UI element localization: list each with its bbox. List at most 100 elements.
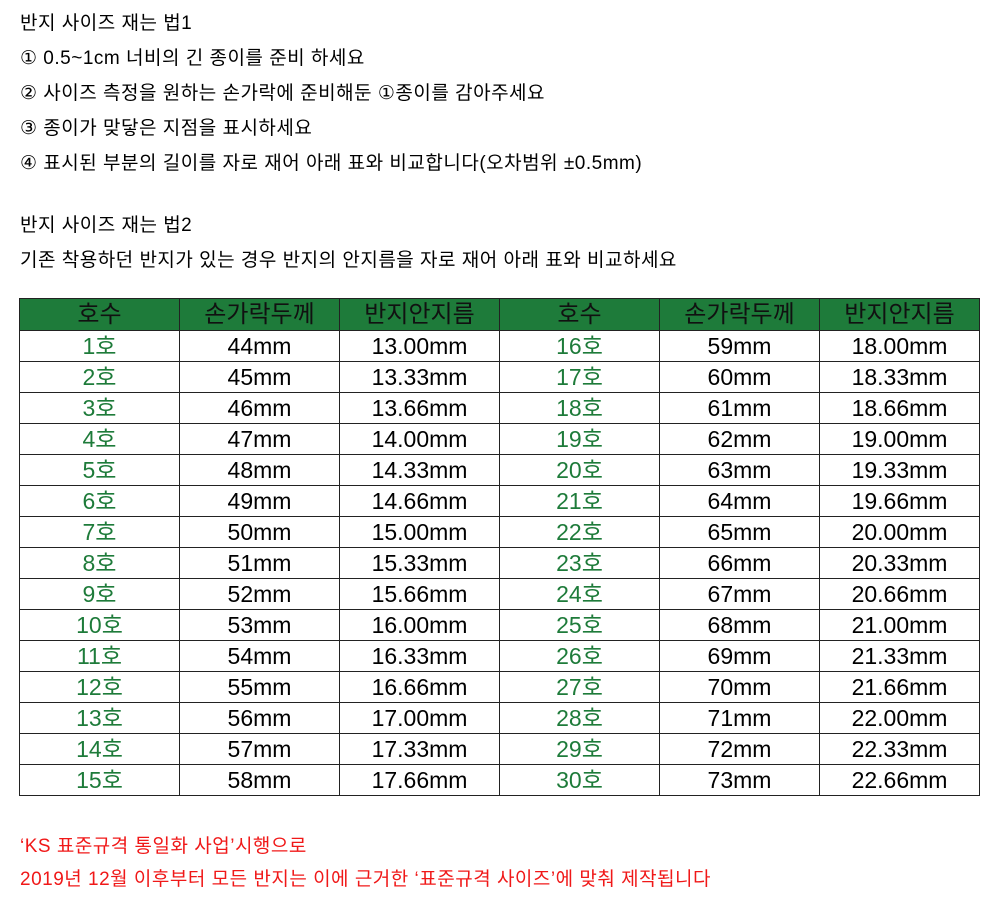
table-row: 4호 47mm 14.00mm 19호 62mm 19.00mm xyxy=(19,423,980,455)
method2-text: 기존 착용하던 반지가 있는 경우 반지의 안지름을 자로 재어 아래 표와 비… xyxy=(20,250,677,271)
ring-size-cell: 6호 xyxy=(19,485,180,517)
ring-size-cell: 23호 xyxy=(499,547,660,579)
inner-diameter-cell: 15.00mm xyxy=(339,516,500,548)
inner-diameter-cell: 18.00mm xyxy=(819,330,980,362)
inner-diameter-cell: 19.00mm xyxy=(819,423,980,455)
ring-size-cell: 21호 xyxy=(499,485,660,517)
ring-size-cell: 16호 xyxy=(499,330,660,362)
ring-size-cell: 4호 xyxy=(19,423,180,455)
ring-size-cell: 19호 xyxy=(499,423,660,455)
inner-diameter-cell: 17.33mm xyxy=(339,733,500,765)
notice-line-1: ‘KS 표준규격 통일화 사업’시행으로 xyxy=(20,836,307,857)
inner-diameter-cell: 14.66mm xyxy=(339,485,500,517)
inner-diameter-cell: 14.33mm xyxy=(339,454,500,486)
finger-thickness-cell: 45mm xyxy=(179,361,340,393)
table-row: 8호 51mm 15.33mm 23호 66mm 20.33mm xyxy=(19,547,980,579)
inner-diameter-cell: 15.66mm xyxy=(339,578,500,610)
table-row: 1호 44mm 13.00mm 16호 59mm 18.00mm xyxy=(19,330,980,362)
spacer xyxy=(20,181,1000,208)
table-row: 7호 50mm 15.00mm 22호 65mm 20.00mm xyxy=(19,516,980,548)
column-header: 손가락두께 xyxy=(179,298,340,331)
table-row: 12호 55mm 16.66mm 27호 70mm 21.66mm xyxy=(19,671,980,703)
table-row: 10호 53mm 16.00mm 25호 68mm 21.00mm xyxy=(19,609,980,641)
inner-diameter-cell: 20.33mm xyxy=(819,547,980,579)
inner-diameter-cell: 22.33mm xyxy=(819,733,980,765)
ring-size-cell: 11호 xyxy=(19,640,180,672)
column-header: 반지안지름 xyxy=(819,298,980,331)
column-header: 호수 xyxy=(499,298,660,331)
ring-size-cell: 9호 xyxy=(19,578,180,610)
finger-thickness-cell: 52mm xyxy=(179,578,340,610)
finger-thickness-cell: 64mm xyxy=(659,485,820,517)
inner-diameter-cell: 16.00mm xyxy=(339,609,500,641)
finger-thickness-cell: 63mm xyxy=(659,454,820,486)
ring-size-cell: 13호 xyxy=(19,702,180,734)
finger-thickness-cell: 61mm xyxy=(659,392,820,424)
ring-size-cell: 27호 xyxy=(499,671,660,703)
inner-diameter-cell: 18.33mm xyxy=(819,361,980,393)
ring-size-cell: 10호 xyxy=(19,609,180,641)
column-header: 호수 xyxy=(19,298,180,331)
ring-size-cell: 17호 xyxy=(499,361,660,393)
inner-diameter-cell: 16.66mm xyxy=(339,671,500,703)
inner-diameter-cell: 18.66mm xyxy=(819,392,980,424)
inner-diameter-cell: 14.00mm xyxy=(339,423,500,455)
inner-diameter-cell: 21.33mm xyxy=(819,640,980,672)
ring-size-cell: 18호 xyxy=(499,392,660,424)
inner-diameter-cell: 22.00mm xyxy=(819,702,980,734)
ring-size-table: 호수 손가락두께 반지안지름 호수 손가락두께 반지안지름 1호 44mm 13.00mm 16… xyxy=(19,298,980,796)
ring-size-cell: 29호 xyxy=(499,733,660,765)
finger-thickness-cell: 66mm xyxy=(659,547,820,579)
finger-thickness-cell: 73mm xyxy=(659,764,820,796)
inner-diameter-cell: 19.66mm xyxy=(819,485,980,517)
ring-size-cell: 30호 xyxy=(499,764,660,796)
ring-size-cell: 12호 xyxy=(19,671,180,703)
inner-diameter-cell: 19.33mm xyxy=(819,454,980,486)
column-header: 반지안지름 xyxy=(339,298,500,331)
inner-diameter-cell: 15.33mm xyxy=(339,547,500,579)
inner-diameter-cell: 17.00mm xyxy=(339,702,500,734)
inner-diameter-cell: 20.66mm xyxy=(819,578,980,610)
method1-step-2: ② 사이즈 측정을 원하는 손가락에 준비해둔 ①종이를 감아주세요 xyxy=(20,83,546,104)
ring-size-cell: 26호 xyxy=(499,640,660,672)
method1-title: 반지 사이즈 재는 법1 xyxy=(20,13,193,34)
table-row: 5호 48mm 14.33mm 20호 63mm 19.33mm xyxy=(19,454,980,486)
table-row: 11호 54mm 16.33mm 26호 69mm 21.33mm xyxy=(19,640,980,672)
method1-step-4: ④ 표시된 부분의 길이를 자로 재어 아래 표와 비교합니다(오차범위 ±0.… xyxy=(20,153,643,174)
finger-thickness-cell: 60mm xyxy=(659,361,820,393)
ring-size-cell: 2호 xyxy=(19,361,180,393)
finger-thickness-cell: 58mm xyxy=(179,764,340,796)
ring-size-cell: 8호 xyxy=(19,547,180,579)
finger-thickness-cell: 69mm xyxy=(659,640,820,672)
ring-size-cell: 1호 xyxy=(19,330,180,362)
method1-step-1: ① 0.5~1cm 너비의 긴 종이를 준비 하세요 xyxy=(20,48,365,69)
inner-diameter-cell: 20.00mm xyxy=(819,516,980,548)
table-row: 14호 57mm 17.33mm 29호 72mm 22.33mm xyxy=(19,733,980,765)
ring-size-cell: 7호 xyxy=(19,516,180,548)
inner-diameter-cell: 13.00mm xyxy=(339,330,500,362)
ring-size-cell: 3호 xyxy=(19,392,180,424)
finger-thickness-cell: 68mm xyxy=(659,609,820,641)
ring-size-cell: 28호 xyxy=(499,702,660,734)
header-row: 호수 손가락두께 반지안지름 호수 손가락두께 반지안지름 xyxy=(19,298,980,331)
column-header: 손가락두께 xyxy=(659,298,820,331)
inner-diameter-cell: 21.00mm xyxy=(819,609,980,641)
ring-size-cell: 24호 xyxy=(499,578,660,610)
table-row: 6호 49mm 14.66mm 21호 64mm 19.66mm xyxy=(19,485,980,517)
finger-thickness-cell: 50mm xyxy=(179,516,340,548)
ring-size-cell: 15호 xyxy=(19,764,180,796)
finger-thickness-cell: 65mm xyxy=(659,516,820,548)
table-row: 3호 46mm 13.66mm 18호 61mm 18.66mm xyxy=(19,392,980,424)
finger-thickness-cell: 48mm xyxy=(179,454,340,486)
finger-thickness-cell: 62mm xyxy=(659,423,820,455)
finger-thickness-cell: 47mm xyxy=(179,423,340,455)
table-row: 15호 58mm 17.66mm 30호 73mm 22.66mm xyxy=(19,764,980,796)
method1-step-3: ③ 종이가 맞닿은 지점을 표시하세요 xyxy=(20,118,313,139)
inner-diameter-cell: 13.33mm xyxy=(339,361,500,393)
finger-thickness-cell: 53mm xyxy=(179,609,340,641)
finger-thickness-cell: 54mm xyxy=(179,640,340,672)
ring-size-cell: 5호 xyxy=(19,454,180,486)
inner-diameter-cell: 17.66mm xyxy=(339,764,500,796)
table-row: 2호 45mm 13.33mm 17호 60mm 18.33mm xyxy=(19,361,980,393)
